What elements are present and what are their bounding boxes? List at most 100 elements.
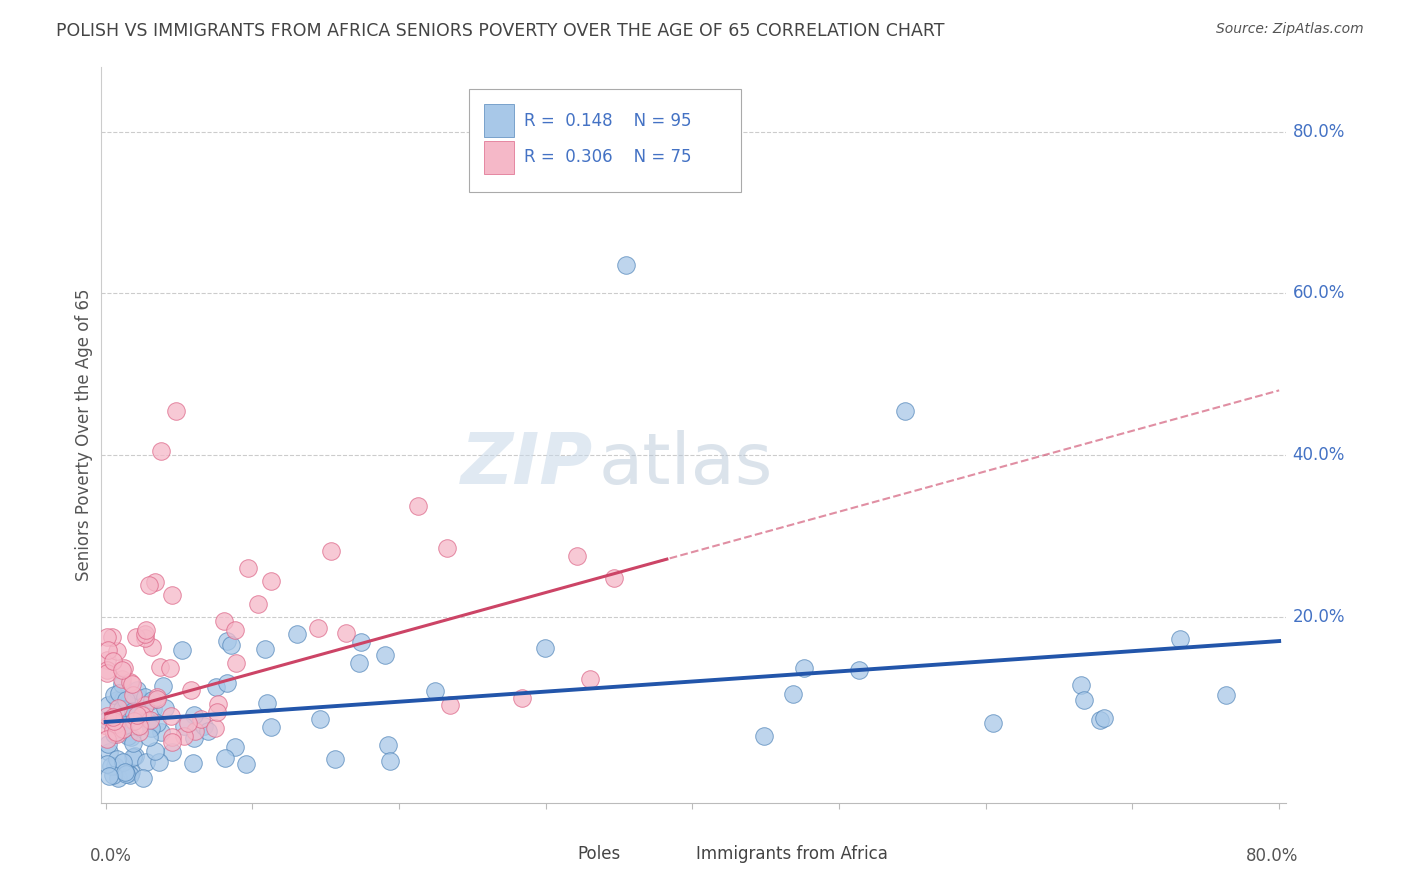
Text: 20.0%: 20.0% (1292, 607, 1346, 626)
Point (565, 549, 588, 564)
Point (335, 625, 357, 640)
Text: 40.0%: 40.0% (1292, 446, 1344, 464)
Point (374, 648, 396, 662)
Text: ZIP: ZIP (461, 430, 593, 499)
Point (100, 758, 122, 772)
Point (1073, 693, 1095, 707)
Point (183, 731, 205, 745)
Text: POLISH VS IMMIGRANTS FROM AFRICA SENIORS POVERTY OVER THE AGE OF 65 CORRELATION : POLISH VS IMMIGRANTS FROM AFRICA SENIORS… (56, 22, 945, 40)
Bar (484, 141, 513, 174)
Point (131, 707, 153, 722)
Point (848, 664, 870, 678)
Point (138, 730, 160, 744)
Text: Immigrants from Africa: Immigrants from Africa (696, 846, 889, 863)
Point (141, 640, 163, 655)
Point (96, 630, 118, 644)
Point (150, 725, 173, 739)
Point (120, 730, 142, 744)
Point (197, 724, 219, 739)
Point (377, 738, 399, 752)
Point (128, 691, 150, 706)
Point (981, 715, 1004, 730)
Point (118, 694, 141, 708)
Text: 0.0%: 0.0% (90, 847, 131, 865)
Point (578, 672, 600, 686)
Point (439, 698, 461, 712)
Point (104, 759, 127, 773)
Point (533, 641, 555, 656)
Point (104, 716, 127, 731)
Point (136, 714, 159, 728)
Point (107, 771, 129, 785)
Point (96, 664, 118, 678)
Point (97, 737, 120, 751)
Point (117, 729, 139, 743)
Point (754, 729, 776, 743)
Point (225, 657, 247, 671)
Point (1215, 688, 1237, 702)
Point (408, 500, 430, 514)
Point (120, 768, 142, 782)
Point (114, 693, 136, 707)
Point (128, 724, 150, 739)
Bar (484, 104, 513, 137)
Y-axis label: Seniors Poverty Over the Age of 65: Seniors Poverty Over the Age of 65 (75, 289, 93, 581)
Point (204, 680, 226, 694)
Point (96, 731, 118, 746)
Point (101, 654, 124, 668)
Point (101, 630, 124, 644)
Point (138, 578, 160, 592)
Point (162, 745, 184, 759)
Point (128, 719, 150, 733)
Point (150, 444, 173, 458)
Point (111, 677, 134, 691)
Point (104, 725, 127, 739)
Point (120, 764, 142, 779)
Point (115, 767, 138, 781)
Point (112, 691, 135, 706)
Point (173, 719, 195, 733)
Point (238, 560, 260, 574)
Point (146, 692, 169, 706)
Text: Poles: Poles (578, 846, 621, 863)
Point (112, 661, 135, 675)
Bar (546, 841, 572, 867)
Point (103, 714, 125, 728)
Point (165, 403, 187, 417)
Text: 60.0%: 60.0% (1292, 285, 1344, 302)
Point (215, 676, 238, 690)
Point (117, 706, 139, 721)
Text: 80.0%: 80.0% (1292, 122, 1344, 141)
Point (193, 719, 215, 733)
Point (121, 749, 143, 764)
Point (111, 664, 134, 678)
Point (603, 571, 626, 585)
Point (260, 574, 283, 588)
Point (235, 757, 257, 772)
Point (96, 665, 118, 680)
Point (96, 708, 118, 723)
Point (159, 661, 181, 675)
Point (125, 683, 148, 698)
Point (101, 714, 124, 728)
Point (190, 713, 212, 727)
Point (110, 702, 132, 716)
Point (349, 656, 371, 670)
Point (134, 631, 156, 645)
Text: R =  0.306    N = 75: R = 0.306 N = 75 (524, 148, 692, 167)
Point (224, 623, 246, 637)
Point (177, 716, 200, 731)
Point (155, 701, 177, 715)
Point (1092, 711, 1115, 725)
Point (121, 688, 143, 702)
Point (124, 749, 146, 764)
Point (134, 626, 156, 640)
Point (101, 768, 124, 782)
Point (319, 543, 342, 558)
Point (141, 693, 163, 707)
Point (212, 614, 235, 628)
Point (616, 258, 638, 272)
Point (146, 690, 169, 704)
Point (108, 686, 131, 700)
Point (111, 722, 134, 736)
